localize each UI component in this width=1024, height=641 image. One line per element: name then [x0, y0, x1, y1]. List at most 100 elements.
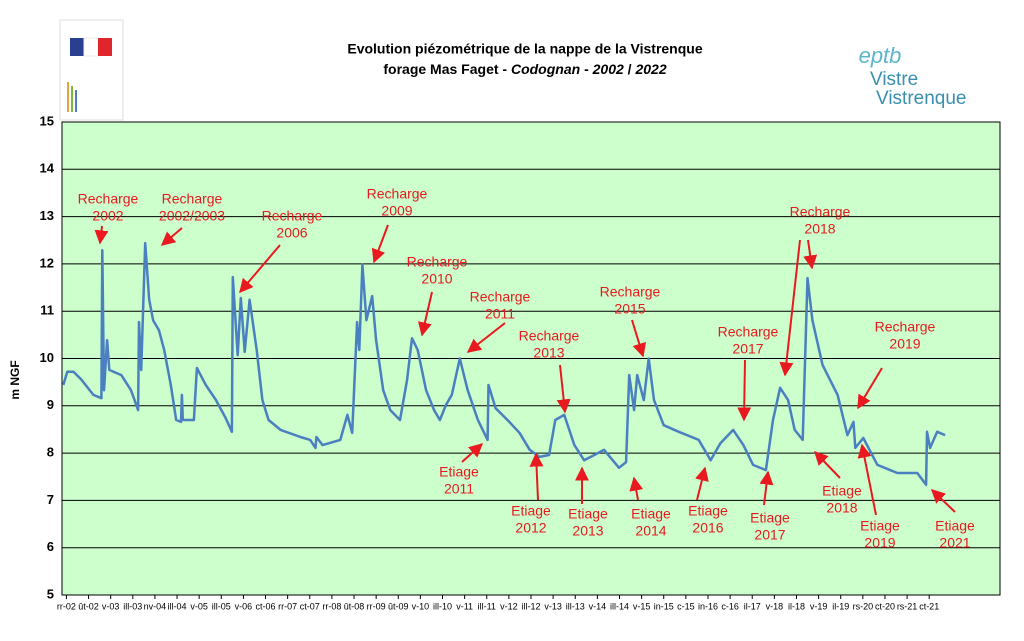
- x-tick-label: ct-21: [919, 601, 939, 611]
- x-tick-label: ût-02: [78, 601, 99, 611]
- y-tick-label: 11: [40, 303, 54, 318]
- annotation-text: Etiage: [935, 518, 975, 534]
- subtitle-part: Codognan: [511, 61, 580, 77]
- annotation-arrow: [779, 239, 801, 377]
- annotation-text: 2011: [485, 306, 515, 322]
- chart-title: Evolution piézométrique de la nappe de l…: [347, 41, 702, 57]
- annotation-text: 2021: [939, 535, 970, 551]
- annotation-text: Etiage: [568, 506, 608, 522]
- annotation-text: 2015: [614, 301, 645, 317]
- annotation-arrow: [814, 450, 841, 479]
- x-tick-label: rr-08: [322, 601, 341, 611]
- annotation-text: 2012: [515, 520, 546, 536]
- x-tick-label: v-06: [235, 601, 253, 611]
- x-tick-label: v-05: [190, 601, 208, 611]
- annotation-text: Etiage: [631, 506, 671, 522]
- annotation-text: 2013: [533, 345, 564, 361]
- annotation-text: 2019: [889, 336, 920, 352]
- annotation-arrow: [857, 367, 883, 410]
- annotation-text: Etiage: [750, 510, 790, 526]
- annotation-arrow: [418, 291, 433, 337]
- x-tick-label: v-15: [633, 601, 651, 611]
- annotation-arrow: [629, 476, 644, 501]
- annotation-text: Recharge: [262, 208, 323, 224]
- annotation-arrow: [371, 224, 389, 264]
- annotation-text: Etiage: [511, 503, 551, 519]
- y-tick-label: 6: [47, 539, 54, 554]
- annotation-text: 2019: [864, 535, 895, 551]
- x-tick-label: ct-20: [875, 601, 895, 611]
- subtitle-part: 2022: [634, 61, 666, 77]
- logo-text: Vistre: [870, 69, 918, 90]
- y-tick-label: 10: [40, 350, 54, 365]
- annotation-arrow: [737, 359, 752, 422]
- annotation-text: Recharge: [407, 254, 468, 270]
- x-tick-label: v-14: [589, 601, 607, 611]
- annotation-text: 2017: [732, 341, 763, 357]
- annotation-arrow: [94, 225, 109, 245]
- x-tick-label: ill-10: [433, 601, 452, 611]
- annotation-text: 2014: [635, 523, 666, 539]
- annotation-text: 2018: [804, 221, 835, 237]
- subtitle-part: /: [624, 61, 636, 77]
- annotation-arrow: [461, 443, 484, 463]
- logo-text: Vistrenque: [876, 88, 967, 109]
- annotation-text: Recharge: [600, 284, 661, 300]
- annotation-text: Recharge: [470, 289, 531, 305]
- x-tick-label: rr-09: [367, 601, 386, 611]
- x-tick-label: ill-11: [478, 601, 496, 611]
- x-tick-label: v-13: [544, 601, 562, 611]
- x-tick-label: il-18: [788, 601, 805, 611]
- x-tick-label: v-03: [102, 601, 120, 611]
- x-tick-label: in-15: [654, 601, 674, 611]
- x-tick-label: rr-07: [278, 601, 297, 611]
- annotation-text: 2016: [692, 520, 723, 536]
- y-tick-label: 14: [40, 161, 55, 176]
- x-tick-label: v-12: [500, 601, 518, 611]
- annotation-text: Recharge: [790, 204, 851, 220]
- y-axis-label: m NGF: [8, 360, 22, 399]
- x-tick-label: ût-08: [344, 601, 365, 611]
- annotation-arrow: [239, 244, 281, 294]
- x-tick-label: rs-20: [853, 601, 874, 611]
- x-tick-label: v-18: [766, 601, 784, 611]
- annotation-text: 2018: [826, 500, 857, 516]
- annotation-text: 2011: [444, 481, 474, 497]
- annotation-text: Etiage: [860, 518, 900, 534]
- annotation-text: 2010: [421, 271, 452, 287]
- x-tick-label: ill-04: [168, 601, 187, 611]
- subtitle-part: forage Mas Faget -: [383, 61, 511, 77]
- x-tick-label: ct-06: [256, 601, 276, 611]
- y-tick-label: 5: [47, 586, 54, 601]
- x-tick-label: in-16: [698, 601, 718, 611]
- left-logo: [59, 19, 124, 121]
- y-tick-label: 9: [47, 397, 54, 412]
- annotation-text: Recharge: [718, 324, 779, 340]
- x-tick-label: c-15: [677, 601, 695, 611]
- annotation-arrow: [759, 470, 774, 506]
- annotation-text: Recharge: [367, 186, 428, 202]
- y-tick-label: 13: [40, 208, 54, 223]
- x-tick-label: v-11: [456, 601, 473, 611]
- x-tick-label: ût-09: [388, 601, 409, 611]
- x-tick-label: nv-04: [144, 601, 167, 611]
- annotation-arrow: [556, 364, 571, 414]
- annotation-arrow: [695, 466, 709, 501]
- x-tick-label: ill-14: [610, 601, 629, 611]
- annotation-text: Etiage: [822, 483, 862, 499]
- annotation-text: Etiage: [439, 464, 479, 480]
- annotation-text: Etiage: [688, 503, 728, 519]
- annotation-arrow: [631, 319, 647, 358]
- annotation-text: Recharge: [78, 191, 139, 207]
- annotation-text: Recharge: [519, 328, 580, 344]
- x-tick-label: rr-02: [57, 601, 76, 611]
- x-tick-label: v-10: [412, 601, 430, 611]
- y-tick-label: 12: [40, 255, 54, 270]
- x-tick-label: ill-12: [521, 601, 540, 611]
- chart-subtitle: forage Mas Faget - Codognan - 2002 / 202…: [383, 61, 666, 77]
- x-tick-label: rs-21: [897, 601, 918, 611]
- x-tick-label: il-19: [832, 601, 849, 611]
- x-tick-label: ill-03: [123, 601, 142, 611]
- annotation-arrow: [160, 227, 183, 246]
